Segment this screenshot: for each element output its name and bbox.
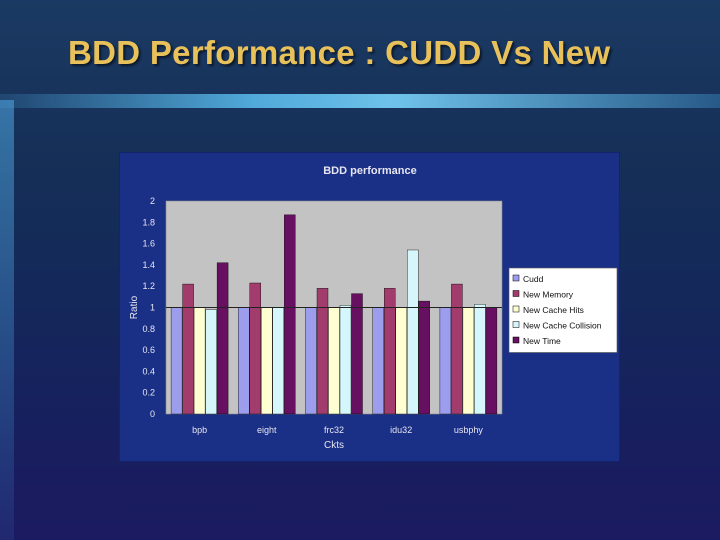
y-tick-label: 0.2 <box>142 388 155 398</box>
legend-label: New Cache Collision <box>523 321 602 331</box>
bar-new-cache-collision <box>205 309 217 415</box>
y-tick-label: 0.8 <box>142 324 155 334</box>
left-edge-glow <box>0 100 14 540</box>
bar-new-cache-hits <box>395 307 407 415</box>
bar-new-time <box>351 293 363 415</box>
legend-swatch <box>512 321 520 328</box>
y-tick-label: 0 <box>150 409 155 419</box>
bar-chart: BDD performance 0 0.2 0.4 0.6 0.8 1 1.2 1.4 1.6 1… <box>119 152 620 462</box>
bar-new-cache-collision <box>407 249 419 415</box>
y-axis-label: Ratio <box>129 295 140 319</box>
y-tick-label: 1.2 <box>142 281 155 291</box>
bar-cudd <box>439 307 452 415</box>
legend-swatch <box>512 305 520 313</box>
bar-new-time <box>485 307 498 415</box>
bar-new-cache-hits <box>462 307 475 415</box>
x-tick-label: frc32 <box>324 425 344 435</box>
y-tick-label: 2 <box>150 196 155 206</box>
bar-new-memory <box>384 288 396 415</box>
legend-swatch <box>512 290 520 297</box>
bar-new-cache-hits <box>261 307 273 415</box>
x-tick-label: bpb <box>192 425 207 435</box>
legend-label: New Cache Hits <box>523 305 584 315</box>
bars-group <box>170 214 498 415</box>
bar-cudd <box>170 307 183 415</box>
legend-label: New Time <box>523 336 561 346</box>
bar-new-time <box>216 262 229 415</box>
x-axis-ticks: bpb eight frc32 idu32 usbphy <box>192 425 483 435</box>
bar-new-memory <box>451 283 463 415</box>
bar-cudd <box>372 307 384 415</box>
bar-new-cache-collision <box>339 305 352 415</box>
y-tick-label: 1 <box>150 303 155 313</box>
chart-legend: Cudd New Memory New Cache Hits New Cache Co… <box>508 267 618 353</box>
bar-new-time <box>418 300 430 415</box>
legend-swatch <box>512 274 520 282</box>
legend-label: New Memory <box>523 290 574 300</box>
x-axis-label: Ckts <box>324 440 344 451</box>
slide-title: BDD Performance : CUDD Vs New <box>68 34 611 71</box>
y-tick-label: 1.6 <box>142 239 155 249</box>
x-tick-label: eight <box>257 425 277 435</box>
y-tick-label: 1.4 <box>142 260 155 270</box>
bar-new-cache-hits <box>328 307 340 415</box>
legend-box <box>508 267 618 353</box>
y-tick-label: 0.6 <box>142 345 155 355</box>
bar-new-cache-hits <box>193 307 206 415</box>
bar-cudd <box>305 307 317 415</box>
title-underline-glow <box>0 94 720 108</box>
y-axis-ticks: 0 0.2 0.4 0.6 0.8 1 1.2 1.4 1.6 1.8 2 <box>142 196 155 419</box>
bar-new-memory <box>316 288 329 415</box>
bar-new-time <box>284 214 296 415</box>
bar-cudd <box>238 307 250 415</box>
x-tick-label: idu32 <box>390 425 412 435</box>
x-tick-label: usbphy <box>454 425 484 435</box>
y-tick-label: 1.8 <box>142 217 155 227</box>
bar-new-memory <box>249 282 262 415</box>
y-tick-label: 0.4 <box>142 366 155 376</box>
bar-new-memory <box>182 283 194 415</box>
legend-label: Cudd <box>523 274 544 284</box>
legend-swatch <box>512 336 520 344</box>
bar-new-cache-collision <box>474 304 486 415</box>
chart-title: BDD performance <box>323 165 417 177</box>
bar-new-cache-collision <box>272 307 285 415</box>
